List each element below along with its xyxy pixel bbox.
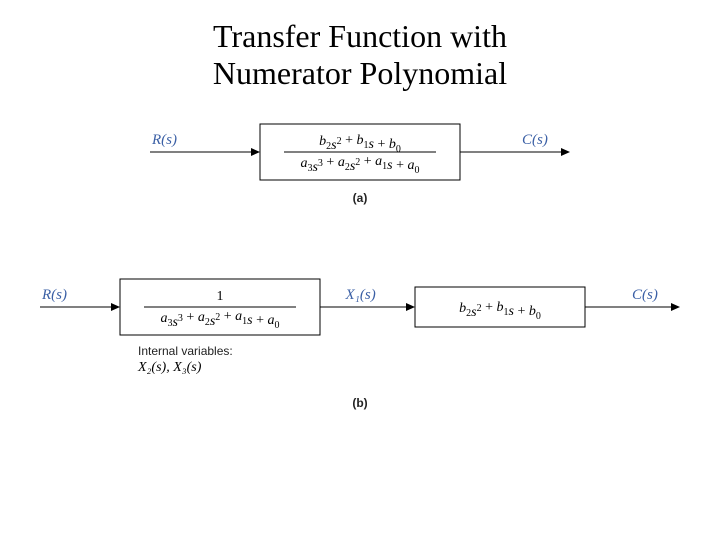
svg-text:R(s): R(s) — [151, 132, 177, 148]
svg-text:(a): (a) — [353, 191, 368, 205]
svg-text:R(s): R(s) — [41, 287, 67, 303]
title-line-2: Numerator Polynomial — [213, 55, 507, 91]
svg-text:C(s): C(s) — [632, 287, 658, 303]
svg-text:1: 1 — [217, 289, 224, 304]
svg-text:(b): (b) — [352, 396, 367, 410]
title-line-1: Transfer Function with — [213, 18, 507, 54]
svg-text:Internal variables:: Internal variables: — [138, 344, 233, 358]
svg-text:X₁(s): X₁(s) — [345, 287, 376, 303]
block-diagram: b2s2 + b1s + b0a3s3 + a2s2 + a1s + a0R(s… — [0, 92, 720, 512]
svg-text:X₂(s), X₃(s): X₂(s), X₃(s) — [137, 360, 202, 375]
svg-text:C(s): C(s) — [522, 132, 548, 148]
page-title: Transfer Function with Numerator Polynom… — [0, 0, 720, 92]
